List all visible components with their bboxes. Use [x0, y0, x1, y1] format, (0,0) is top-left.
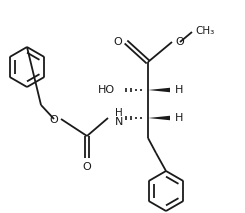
Polygon shape [148, 88, 170, 92]
Text: O: O [83, 162, 91, 172]
Text: CH₃: CH₃ [195, 26, 214, 36]
Polygon shape [148, 116, 170, 120]
Text: H: H [175, 113, 183, 123]
Text: HO: HO [98, 85, 115, 95]
Text: N: N [115, 117, 123, 127]
Text: O: O [49, 115, 58, 125]
Text: O: O [113, 37, 122, 47]
Text: H: H [115, 108, 123, 118]
Text: O: O [175, 37, 184, 47]
Text: H: H [175, 85, 183, 95]
